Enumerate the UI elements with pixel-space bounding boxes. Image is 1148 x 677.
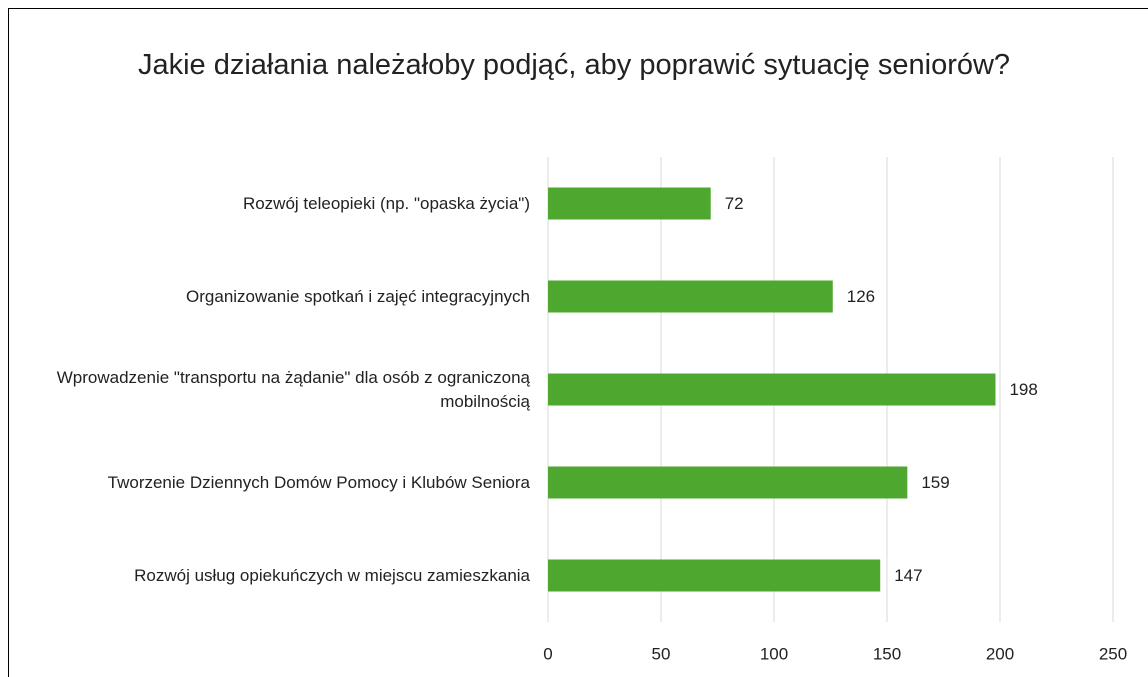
x-tick-label: 0 [543, 644, 552, 663]
y-tick-label: Organizowanie spotkań i zajęć integracyj… [186, 286, 530, 306]
bar [548, 466, 908, 499]
y-tick-label: Tworzenie Dziennych Domów Pomocy i Klubó… [107, 472, 530, 492]
bar [548, 373, 996, 406]
data-label: 198 [1009, 380, 1037, 399]
x-tick-label: 100 [760, 644, 788, 663]
x-tick-label: 150 [873, 644, 901, 663]
x-tick-label: 50 [652, 644, 671, 663]
data-label: 147 [894, 566, 922, 585]
frame [8, 8, 1148, 677]
data-label: 72 [725, 194, 744, 213]
bar [548, 187, 711, 220]
data-label: 126 [847, 287, 875, 306]
bar [548, 280, 833, 313]
x-tick-label: 250 [1099, 644, 1127, 663]
y-tick-label: Rozwój teleopieki (np. "opaska życia") [242, 193, 530, 213]
x-tick-label: 200 [986, 644, 1014, 663]
bar [548, 559, 881, 592]
y-tick-label: Wprowadzenie "transportu na żądanie" dla… [56, 367, 530, 411]
chart-title: Jakie działania należałoby podjąć, aby p… [137, 49, 1011, 81]
data-label: 159 [921, 473, 949, 492]
y-tick-label: Rozwój usług opiekuńczych w miejscu zami… [134, 565, 530, 585]
